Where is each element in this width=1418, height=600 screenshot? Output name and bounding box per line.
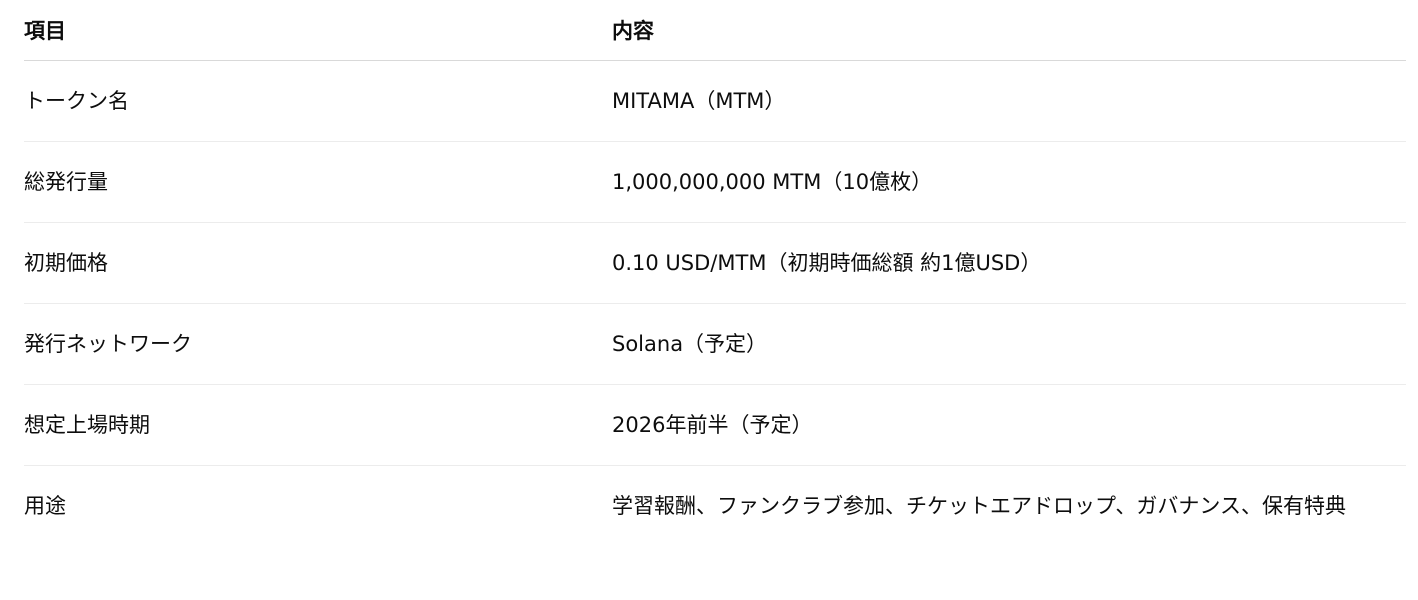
row-content: Solana（予定） <box>612 303 1406 385</box>
table-row: 初期価格 0.10 USD/MTM（初期時価総額 約1億USD） <box>24 222 1406 304</box>
row-content: 2026年前半（予定） <box>612 384 1406 466</box>
row-content: MITAMA（MTM） <box>612 60 1406 142</box>
header-item: 項目 <box>24 0 612 61</box>
row-item: 想定上場時期 <box>24 384 612 466</box>
row-item: 用途 <box>24 494 66 518</box>
row-item: 発行ネットワーク <box>24 303 612 385</box>
table-row: 想定上場時期 2026年前半（予定） <box>24 384 1406 466</box>
table-row: 用途 学習報酬、ファンクラブ参加、チケットエアドロップ、ガバナンス、保有特典 <box>24 466 1406 547</box>
row-item: 初期価格 <box>24 222 612 304</box>
row-content: 1,000,000,000 MTM（10億枚） <box>612 141 1406 223</box>
row-item: 総発行量 <box>24 141 612 223</box>
row-item: トークン名 <box>24 60 612 142</box>
token-info-table: 項目 内容 トークン名 MITAMA（MTM） 総発行量 1,000,000,0… <box>24 0 1406 546</box>
header-content: 内容 <box>612 0 1406 61</box>
table-header-row: 項目 内容 <box>24 0 1406 61</box>
table-row: トークン名 MITAMA（MTM） <box>24 60 1406 142</box>
table-row: 発行ネットワーク Solana（予定） <box>24 303 1406 385</box>
table-row: 総発行量 1,000,000,000 MTM（10億枚） <box>24 141 1406 223</box>
row-content: 0.10 USD/MTM（初期時価総額 約1億USD） <box>612 222 1406 304</box>
row-content: 学習報酬、ファンクラブ参加、チケットエアドロップ、ガバナンス、保有特典 <box>612 494 1346 518</box>
